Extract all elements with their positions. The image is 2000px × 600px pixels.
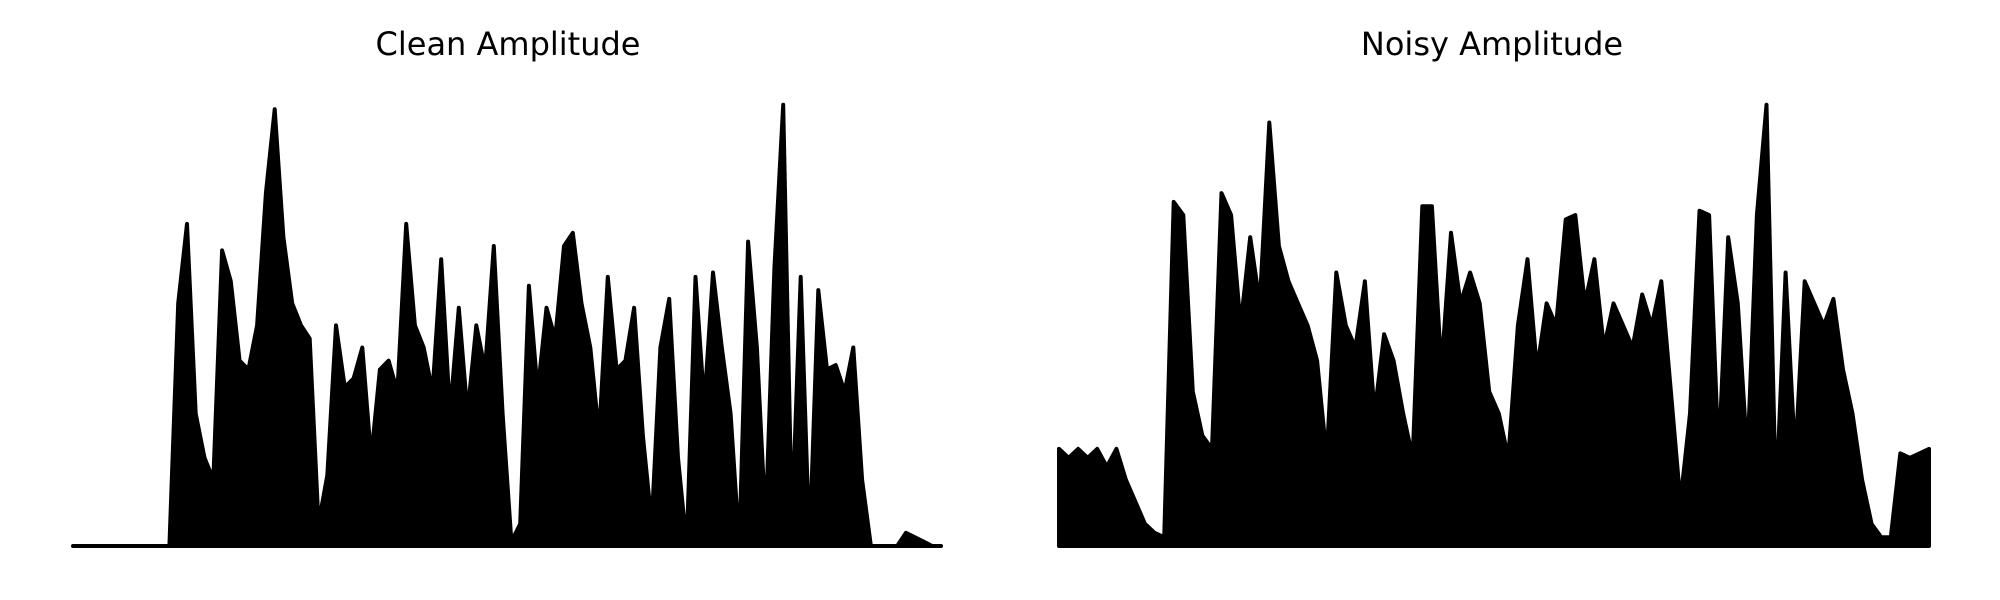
amplitude-line	[1057, 102, 1931, 548]
chart-title: Noisy Amplitude	[1361, 25, 1623, 63]
amplitude-line	[71, 102, 943, 548]
chart-title: Clean Amplitude	[376, 25, 641, 63]
